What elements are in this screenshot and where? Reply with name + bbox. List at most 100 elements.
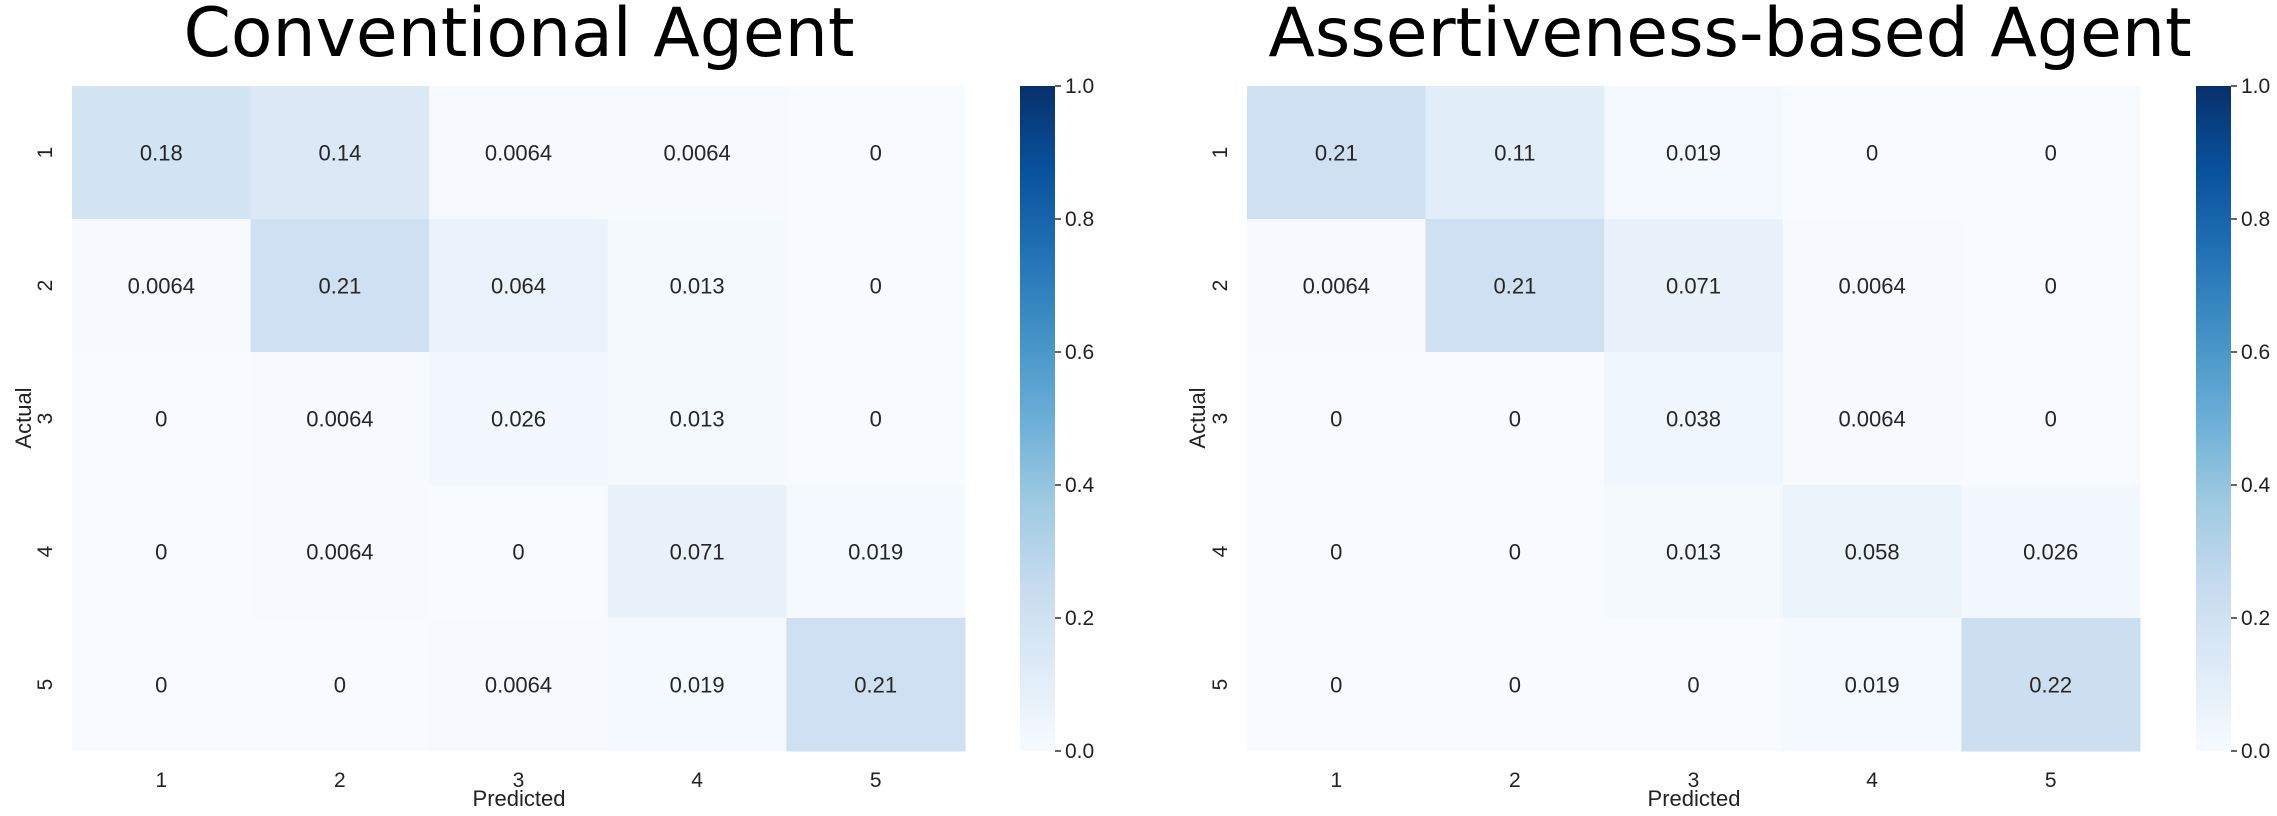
cell-value-label: 0 [1330, 673, 1342, 698]
heatmap-cell [72, 618, 252, 752]
x-tick-label: 5 [870, 769, 882, 792]
cell-value-label: 0 [155, 673, 167, 698]
heatmap-cell [607, 86, 787, 220]
heatmap-cells: 0.18 0.14 0.0064 0.0064 0 0.0064 0.21 0.064 0.01… [72, 86, 966, 752]
y-axis-label: Actual [11, 387, 36, 448]
heatmap-cell [1247, 219, 1427, 353]
cell-value-label: 0.019 [1845, 673, 1900, 698]
cell-value-label: 0 [2045, 274, 2057, 299]
colorbar-tick-label: 0.6 [1065, 341, 1094, 364]
heatmap-cell [429, 485, 609, 619]
x-tick-label: 5 [2045, 769, 2057, 792]
heatmap-cell [72, 219, 252, 353]
colorbar-tick-label: 0.6 [2241, 341, 2270, 364]
heatmap-cell [72, 86, 252, 220]
cell-value-label: 0.11 [1494, 141, 1535, 166]
heatmap-cell [1425, 352, 1605, 486]
cell-value-label: 0.038 [1666, 407, 1721, 432]
cell-value-label: 0.019 [1666, 141, 1721, 166]
cell-value-label: 0.18 [140, 141, 183, 166]
cell-value-label: 0.026 [2023, 540, 2078, 565]
cell-value-label: 0.0064 [128, 274, 195, 299]
cell-value-label: 0.21 [854, 673, 897, 698]
heatmap-cell [250, 86, 430, 220]
colorbar: 0.0 0.2 0.4 0.6 0.8 1.0 [1020, 75, 1095, 763]
cell-value-label: 0 [1687, 673, 1699, 698]
heatmap-panel-conventional: Conventional Agent 0.18 0.14 0.0064 0.0064 0… [11, 0, 1095, 811]
colorbar-ticks: 0.0 0.2 0.4 0.6 0.8 1.0 [2231, 75, 2271, 763]
colorbar-tick-label: 1.0 [2241, 75, 2270, 98]
colorbar-tick-label: 0.0 [2241, 740, 2270, 763]
y-tick-label: 5 [34, 679, 57, 691]
cell-value-label: 0 [155, 407, 167, 432]
heatmap-cell [1247, 86, 1427, 220]
y-axis-label: Actual [1185, 387, 1210, 448]
heatmap-cell [1961, 86, 2141, 220]
heatmap-cell [1604, 86, 1784, 220]
x-tick-labels: 1 2 3 4 5 [1330, 769, 2056, 792]
cell-value-label: 0 [870, 141, 882, 166]
x-axis-label: Predicted [473, 786, 566, 811]
heatmap-cell [72, 352, 252, 486]
heatmap-cell [72, 485, 252, 619]
colorbar-tick-label: 0.2 [1065, 607, 1094, 630]
cell-value-label: 0.013 [670, 274, 725, 299]
cell-value-label: 0.0064 [663, 141, 730, 166]
y-tick-label: 5 [1209, 679, 1232, 691]
x-tick-label: 2 [1509, 769, 1521, 792]
colorbar-tick-label: 0.8 [2241, 208, 2270, 231]
cell-value-label: 0.013 [670, 407, 725, 432]
x-tick-label: 4 [691, 769, 703, 792]
colorbar-tick-label: 0.0 [1065, 740, 1094, 763]
heatmap-cell [429, 352, 609, 486]
cell-value-label: 0 [2045, 407, 2057, 432]
x-tick-label: 4 [1866, 769, 1878, 792]
cell-value-label: 0.0064 [1838, 274, 1905, 299]
cell-value-label: 0.071 [670, 540, 725, 565]
heatmap-cell [1604, 219, 1784, 353]
cell-value-label: 0.071 [1666, 274, 1721, 299]
colorbar: 0.0 0.2 0.4 0.6 0.8 1.0 [2196, 75, 2271, 763]
cell-value-label: 0 [1509, 673, 1521, 698]
heatmap-cell [1604, 485, 1784, 619]
heatmap-cell [607, 618, 787, 752]
y-tick-label: 4 [1209, 545, 1232, 557]
colorbar-tick-label: 0.8 [1065, 208, 1094, 231]
cell-value-label: 0 [1866, 141, 1878, 166]
heatmap-cell [1782, 86, 1962, 220]
cell-value-label: 0.058 [1845, 540, 1900, 565]
colorbar-tick-label: 0.4 [1065, 474, 1095, 497]
heatmap-cell [250, 219, 430, 353]
heatmap-cell [607, 352, 787, 486]
heatmap-cell [1425, 219, 1605, 353]
heatmap-cell [1247, 485, 1427, 619]
heatmap-cell [1782, 219, 1962, 353]
cell-value-label: 0 [2045, 141, 2057, 166]
cell-value-label: 0 [1509, 540, 1521, 565]
x-axis-label: Predicted [1648, 786, 1741, 811]
heatmap-cell [786, 219, 966, 353]
colorbar-tick-label: 0.2 [2241, 607, 2270, 630]
y-tick-label: 3 [1209, 413, 1232, 425]
heatmap-panel-assertiveness: Assertiveness-based Agent 0.21 0.11 0.019 0… [1185, 0, 2271, 811]
cell-value-label: 0.013 [1666, 540, 1721, 565]
heatmap-cell [1425, 485, 1605, 619]
x-tick-label: 3 [513, 769, 525, 792]
heatmap-cell [429, 618, 609, 752]
y-tick-label: 2 [1209, 280, 1232, 292]
colorbar-gradient [1020, 86, 1055, 751]
y-tick-label: 1 [1209, 147, 1232, 159]
heatmap-cell [1247, 618, 1427, 752]
heatmap-cell [1425, 86, 1605, 220]
cell-value-label: 0 [1330, 540, 1342, 565]
cell-value-label: 0.019 [848, 540, 903, 565]
heatmap-cell [1961, 219, 2141, 353]
y-tick-label: 1 [34, 147, 57, 159]
x-tick-label: 1 [1330, 769, 1342, 792]
cell-value-label: 0.064 [491, 274, 546, 299]
cell-value-label: 0.0064 [1838, 407, 1905, 432]
heatmap-cell [250, 618, 430, 752]
cell-value-label: 0.14 [318, 141, 361, 166]
cell-value-label: 0.0064 [485, 141, 552, 166]
